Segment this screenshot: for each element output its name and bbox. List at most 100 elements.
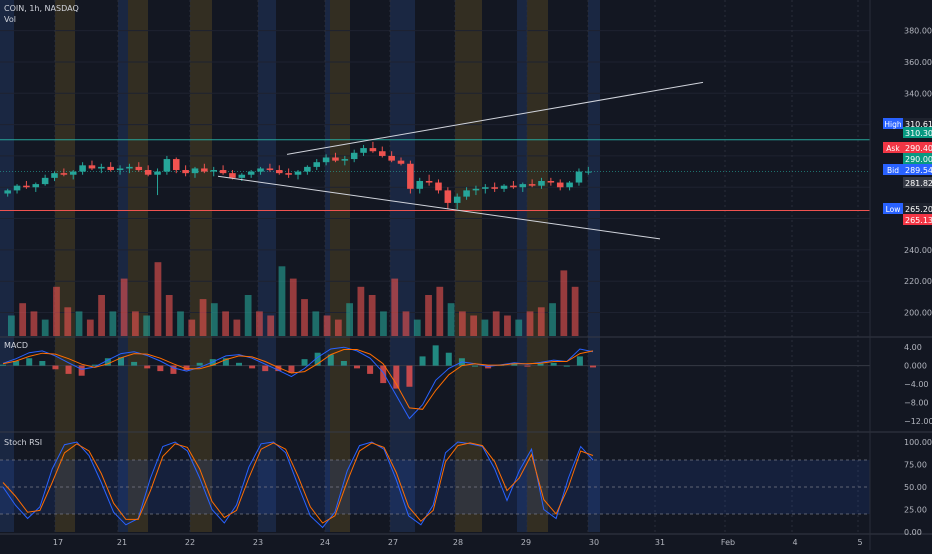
candle-body: [397, 160, 405, 164]
candle-body: [4, 190, 11, 194]
low-value-bg: [903, 203, 932, 214]
bid-label: Bid: [887, 166, 899, 175]
macd-histogram-bar: [524, 365, 531, 367]
stoch-tick-label: 50.00: [904, 483, 927, 492]
volume-bar: [233, 319, 241, 336]
macd-histogram-bar: [563, 365, 570, 367]
candle-body: [528, 184, 536, 186]
support-value-bg: [903, 214, 932, 225]
time-tick-label: 17: [53, 538, 63, 547]
volume-bar: [188, 319, 196, 336]
volume-bar: [132, 311, 139, 336]
candle-body: [79, 165, 86, 172]
stoch-rsi-label[interactable]: Stoch RSI: [4, 438, 43, 447]
high-label: High: [884, 120, 901, 129]
volume-bar: [120, 278, 128, 336]
candle-body: [388, 155, 395, 161]
candle-body: [135, 166, 143, 171]
session-band: [330, 0, 350, 532]
volume-bar: [64, 307, 72, 336]
volume-bar: [53, 286, 60, 336]
volume-bar: [560, 270, 568, 336]
candle-body: [144, 170, 152, 175]
macd-histogram-bar: [13, 361, 20, 366]
candle-body: [425, 180, 433, 183]
session-band: [325, 0, 330, 532]
bid-label-bg: [883, 164, 903, 175]
upper-trendline: [286, 81, 704, 155]
time-tick-label: Feb: [721, 538, 735, 547]
candle-body: [238, 174, 246, 178]
macd-histogram-bar: [590, 365, 596, 368]
session-band: [390, 0, 415, 532]
prev-close-value-bg: [903, 177, 932, 188]
macd-label[interactable]: MACD: [4, 341, 28, 350]
macd-tick-label: 0.000: [904, 362, 927, 371]
volume-bar: [210, 303, 218, 336]
resistance-value: 310.30: [905, 129, 932, 138]
time-tick-label: 4: [792, 538, 797, 547]
candle-body: [275, 170, 283, 174]
volume-bar: [537, 307, 545, 336]
candle-body: [519, 184, 527, 188]
volume-bar: [154, 262, 162, 336]
candle-body: [360, 148, 367, 153]
volume-bar: [177, 311, 184, 336]
macd-tick-label: 4.00: [904, 343, 922, 352]
volume-bar: [312, 311, 320, 336]
price-tick-label: 380.00: [904, 27, 932, 36]
macd-histogram-bar: [236, 362, 242, 366]
candle-body: [510, 185, 517, 188]
macd-histogram-bar: [0, 364, 6, 366]
candle-body: [219, 170, 227, 174]
macd-histogram-bar: [65, 365, 72, 374]
macd-signal-line: [2, 349, 594, 410]
volume-bar: [289, 278, 297, 336]
macd-histogram-bar: [262, 365, 269, 372]
time-tick-label: 27: [388, 538, 398, 547]
price-axis[interactable]: 380.00360.00340.00320.00240.00220.00200.…: [904, 27, 932, 537]
macd-histogram-bar: [419, 356, 426, 366]
low-label: Low: [886, 205, 901, 214]
session-band: [258, 0, 276, 532]
macd-histogram-bar: [52, 365, 59, 370]
volume-bar: [402, 311, 410, 336]
macd-histogram-bar: [170, 365, 177, 374]
macd-histogram-bar: [275, 365, 282, 372]
volume-bar: [165, 295, 173, 336]
candle-body: [538, 180, 545, 186]
macd-histogram-bar: [380, 365, 387, 384]
candle-body: [556, 182, 564, 188]
volume-bar: [481, 319, 489, 336]
ask-label-bg: [883, 142, 903, 153]
candle-body: [322, 157, 330, 163]
high-label-bg: [883, 118, 903, 129]
candle-body: [547, 180, 555, 183]
time-tick-label: 21: [117, 538, 127, 547]
candle-body: [60, 173, 68, 175]
candle-body: [350, 152, 358, 160]
price-tick-label: 340.00: [904, 89, 932, 98]
candlesticks: [4, 141, 592, 210]
volume-label[interactable]: Vol: [4, 15, 16, 24]
time-tick-label: 22: [185, 538, 195, 547]
time-axis[interactable]: 17 21 22 23 24 27 28 29 30 31 Feb 4 5: [53, 538, 863, 547]
volume-bars: [8, 262, 579, 336]
symbol-title[interactable]: COIN, 1h, NASDAQ: [4, 4, 79, 13]
macd-histogram-bar: [472, 365, 478, 367]
candle-body: [379, 151, 386, 156]
volume-bar: [504, 315, 511, 336]
volume-bar: [222, 311, 229, 336]
volume-bar: [30, 311, 38, 336]
time-tick-label: 29: [521, 538, 531, 547]
volume-bar: [549, 303, 556, 336]
volume-bar: [357, 286, 365, 336]
macd-tick-label: −12.00: [904, 417, 932, 426]
macd-histogram-bar: [340, 361, 347, 366]
trendlines[interactable]: [217, 81, 704, 240]
last-price-value-bg: [903, 153, 932, 164]
stoch-tick-label: 100.00: [904, 438, 932, 447]
